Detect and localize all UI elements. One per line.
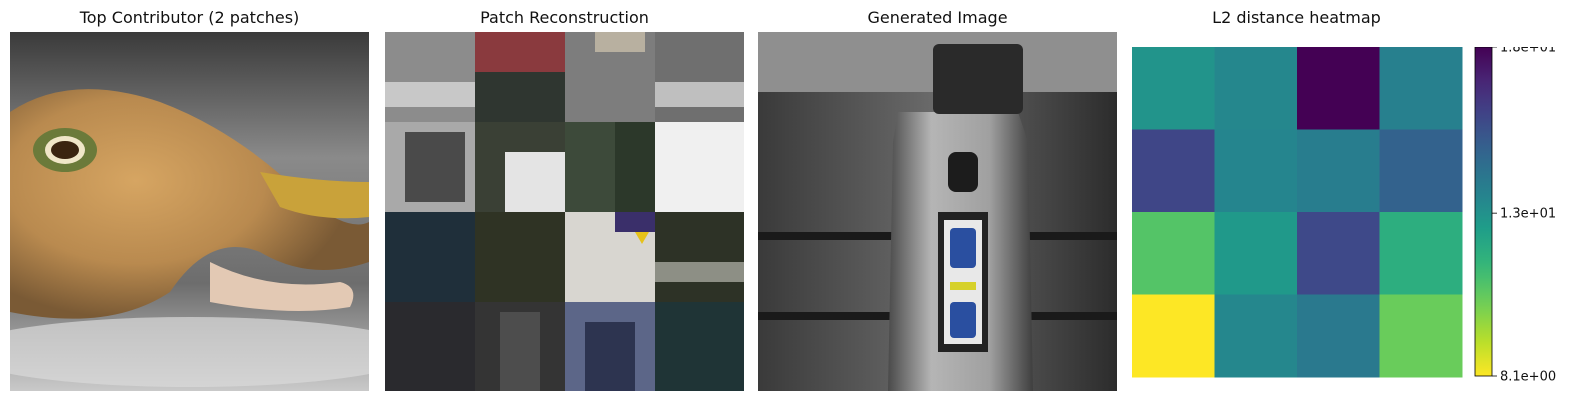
colorbar-tick-label: 8.1e+00 <box>1500 370 1556 385</box>
heatmap-cell-r2-c3 <box>1379 212 1463 295</box>
heatmap-cell-r1-c3 <box>1379 129 1463 213</box>
heatmap-cell-r1-c2 <box>1297 129 1380 213</box>
reconstruction-title: Patch Reconstruction <box>480 8 649 27</box>
heatmap-cell-r3-c1 <box>1214 294 1298 378</box>
heatmap-cell-r0-c1 <box>1214 47 1298 130</box>
heatmap-cell-r2-c2 <box>1297 212 1380 295</box>
contributor-image <box>10 32 369 391</box>
colorbar-gradient <box>1474 47 1493 377</box>
contributor-title: Top Contributor (2 patches) <box>79 8 300 27</box>
heatmap-chart: 1.8e+01 1.3e+01 8.1e+00 <box>1132 47 1556 385</box>
heatmap-cell-r1-c0 <box>1132 129 1215 213</box>
heatmap-title: L2 distance heatmap <box>1212 8 1381 27</box>
colorbar-tick-label: 1.3e+01 <box>1500 207 1556 222</box>
generated-image <box>758 32 1117 391</box>
heatmap-cell-r3-c0 <box>1132 294 1215 378</box>
heatmap-cell-r0-c3 <box>1379 47 1463 130</box>
heatmap-cell-r2-c1 <box>1214 212 1298 295</box>
colorbar: 1.8e+01 1.3e+01 8.1e+00 <box>1474 47 1556 385</box>
heatmap-cell-r1-c1 <box>1214 129 1298 213</box>
heatmap-cell-r0-c2 <box>1297 47 1380 130</box>
heatmap-cells <box>1132 47 1463 378</box>
generated-title: Generated Image <box>867 8 1008 27</box>
heatmap-cell-r3-c3 <box>1379 294 1463 378</box>
reconstruction-image <box>385 32 744 391</box>
heatmap-cell-r2-c0 <box>1132 212 1215 295</box>
heatmap-cell-r0-c0 <box>1132 47 1215 130</box>
heatmap-cell-r3-c2 <box>1297 294 1380 378</box>
colorbar-tick-label: 1.8e+01 <box>1500 47 1556 56</box>
